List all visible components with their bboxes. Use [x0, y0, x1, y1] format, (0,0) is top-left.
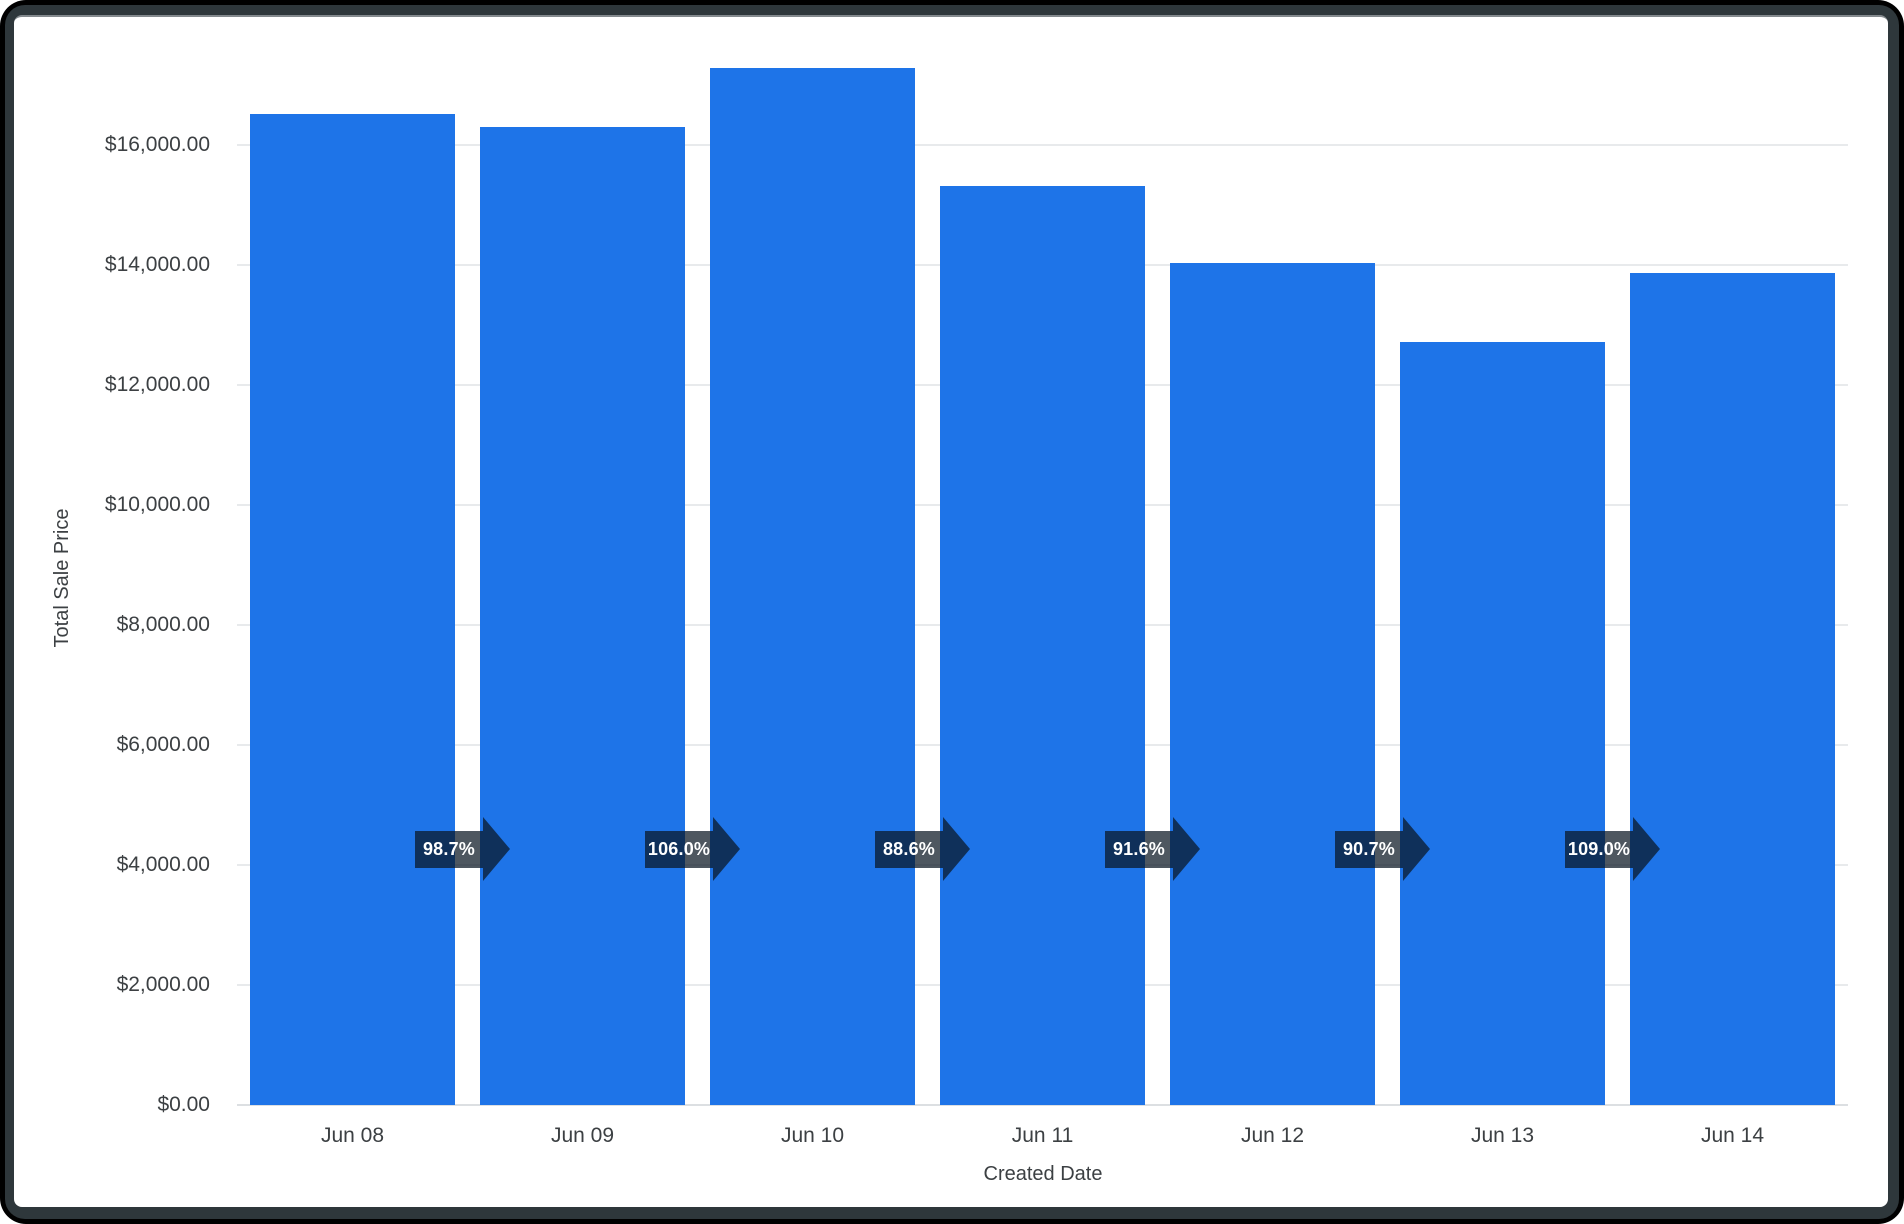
percent-change-label: 91.6%	[1105, 830, 1173, 868]
gridline-16000	[237, 144, 1848, 146]
percent-change-arrow-3: 88.6%	[875, 817, 970, 881]
arrow-head-icon	[943, 817, 970, 881]
x-tick-label-jun-08: Jun 08	[320, 1124, 385, 1147]
y-axis-title: Total Sale Price	[51, 508, 73, 648]
arrow-head-icon	[713, 817, 740, 881]
y-tick-label-2000: $2,000.00	[116, 973, 210, 996]
bar-jun-13[interactable]	[1400, 341, 1605, 1105]
arrow-head-icon	[1173, 817, 1200, 881]
percent-change-arrow-2: 106.0%	[645, 817, 740, 881]
y-tick-label-10000: $10,000.00	[104, 493, 210, 516]
percent-change-label: 88.6%	[875, 830, 943, 868]
bar-jun-10[interactable]	[710, 67, 915, 1105]
percent-change-arrow-1: 98.7%	[415, 817, 510, 881]
x-tick-label-jun-09: Jun 09	[550, 1124, 615, 1147]
y-tick-label-0: $0.00	[157, 1093, 210, 1116]
y-tick-label-8000: $8,000.00	[116, 613, 210, 636]
bar-jun-09[interactable]	[480, 126, 685, 1105]
percent-change-arrow-6: 109.0%	[1565, 817, 1660, 881]
arrow-head-icon	[483, 817, 510, 881]
y-tick-label-16000: $16,000.00	[104, 133, 210, 156]
bar-jun-11[interactable]	[940, 186, 1145, 1105]
arrow-head-icon	[1403, 817, 1430, 881]
percent-change-label: 90.7%	[1335, 830, 1403, 868]
x-tick-label-jun-10: Jun 10	[780, 1124, 845, 1147]
bar-jun-14[interactable]	[1630, 272, 1835, 1105]
y-tick-label-4000: $4,000.00	[116, 853, 210, 876]
percent-change-arrow-5: 90.7%	[1335, 817, 1430, 881]
percent-change-arrow-4: 91.6%	[1105, 817, 1200, 881]
percent-change-label: 109.0%	[1565, 830, 1633, 868]
x-tick-label-jun-12: Jun 12	[1240, 1124, 1305, 1147]
arrow-head-icon	[1633, 817, 1660, 881]
x-axis-title: Created Date	[983, 1163, 1103, 1185]
x-axis-baseline	[237, 1104, 1848, 1106]
bar-jun-12[interactable]	[1170, 263, 1375, 1105]
y-tick-label-14000: $14,000.00	[104, 253, 210, 276]
y-tick-label-12000: $12,000.00	[104, 373, 210, 396]
percent-change-label: 106.0%	[645, 830, 713, 868]
percent-change-label: 98.7%	[415, 830, 483, 868]
x-tick-label-jun-11: Jun 11	[1011, 1124, 1074, 1147]
y-tick-label-6000: $6,000.00	[116, 733, 210, 756]
x-tick-label-jun-13: Jun 13	[1470, 1124, 1535, 1147]
x-tick-label-jun-14: Jun 14	[1700, 1124, 1765, 1147]
bar-jun-08[interactable]	[250, 113, 455, 1105]
